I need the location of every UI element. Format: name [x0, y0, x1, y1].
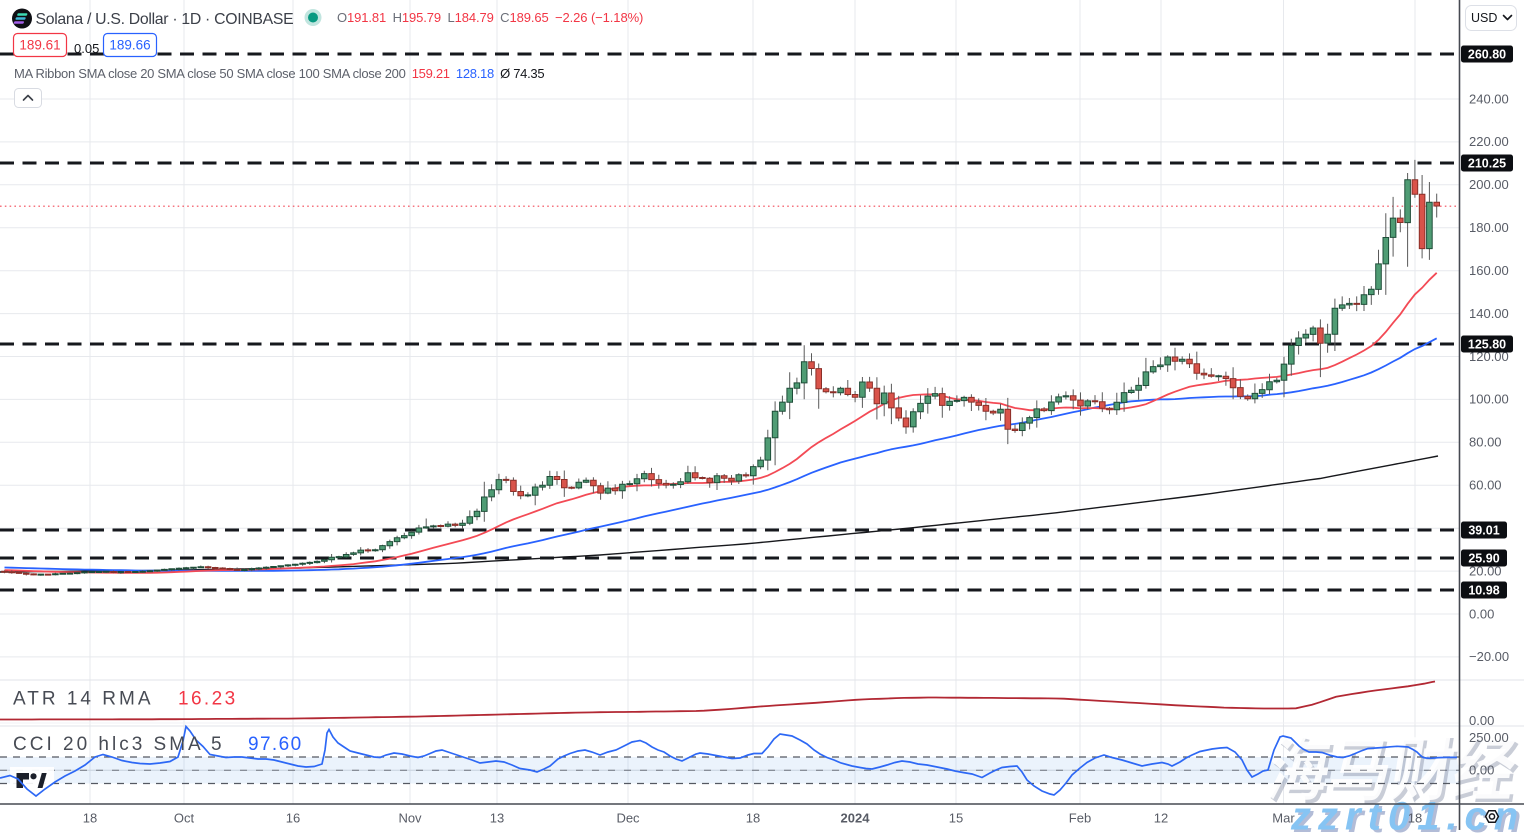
svg-text:80.00: 80.00 [1469, 435, 1502, 450]
svg-text:60.00: 60.00 [1469, 478, 1502, 493]
svg-text:160.00: 160.00 [1469, 263, 1509, 278]
svg-text:zzrt01.cn: zzrt01.cn [1293, 797, 1524, 833]
svg-text:2024: 2024 [841, 811, 871, 826]
svg-text:Nov: Nov [398, 811, 422, 826]
svg-text:16.23: 16.23 [178, 689, 238, 710]
svg-text:260.80: 260.80 [1468, 48, 1506, 62]
svg-text:140.00: 140.00 [1469, 306, 1509, 321]
svg-text:240.00: 240.00 [1469, 91, 1509, 106]
svg-text:220.00: 220.00 [1469, 134, 1509, 149]
svg-text:Dec: Dec [616, 811, 640, 826]
svg-text:18: 18 [1408, 811, 1422, 826]
svg-text:−20.00: −20.00 [1469, 649, 1509, 664]
svg-text:zzrt01.cn: zzrt01.cn [1290, 795, 1524, 833]
svg-text:100.00: 100.00 [1469, 392, 1509, 407]
svg-text:20.00: 20.00 [1469, 563, 1502, 578]
svg-text:Oct: Oct [174, 811, 195, 826]
svg-text:12: 12 [1154, 811, 1168, 826]
svg-text:39.01: 39.01 [1468, 524, 1499, 538]
svg-text:189.61: 189.61 [19, 38, 60, 53]
svg-text:125.80: 125.80 [1468, 338, 1506, 352]
svg-text:CCI 20 hlc3 SMA 5: CCI 20 hlc3 SMA 5 [13, 734, 225, 755]
svg-text:16: 16 [286, 811, 300, 826]
svg-text:Solana / U.S. Dollar · 1D · CO: Solana / U.S. Dollar · 1D · COINBASE [36, 11, 294, 28]
svg-text:0.00: 0.00 [1469, 713, 1494, 728]
svg-text:180.00: 180.00 [1469, 220, 1509, 235]
svg-text:120.00: 120.00 [1469, 349, 1509, 364]
svg-text:0.00: 0.00 [1469, 763, 1494, 778]
svg-text:Feb: Feb [1069, 811, 1091, 826]
svg-text:13: 13 [490, 811, 504, 826]
svg-text:10.98: 10.98 [1468, 584, 1499, 598]
svg-text:ATR 14 RMA: ATR 14 RMA [13, 689, 154, 710]
svg-text:MA Ribbon SMA close 20 SMA clo: MA Ribbon SMA close 20 SMA close 50 SMA … [14, 66, 544, 81]
svg-text:0.05: 0.05 [74, 41, 99, 56]
svg-text:18: 18 [83, 811, 97, 826]
svg-text:97.60: 97.60 [248, 734, 303, 755]
svg-text:200.00: 200.00 [1469, 177, 1509, 192]
svg-text:25.90: 25.90 [1468, 552, 1499, 566]
svg-text:250.00: 250.00 [1469, 730, 1509, 745]
svg-text:USD: USD [1471, 11, 1497, 25]
svg-text:189.66: 189.66 [109, 38, 150, 53]
svg-text:18: 18 [746, 811, 760, 826]
svg-text:0.00: 0.00 [1469, 606, 1494, 621]
svg-text:O191.81 H195.79 L184.79 C189.6: O191.81 H195.79 L184.79 C189.65 −2.26 (−… [337, 10, 643, 25]
svg-text:Mar: Mar [1272, 811, 1295, 826]
svg-text:210.25: 210.25 [1468, 157, 1506, 171]
svg-text:15: 15 [949, 811, 963, 826]
